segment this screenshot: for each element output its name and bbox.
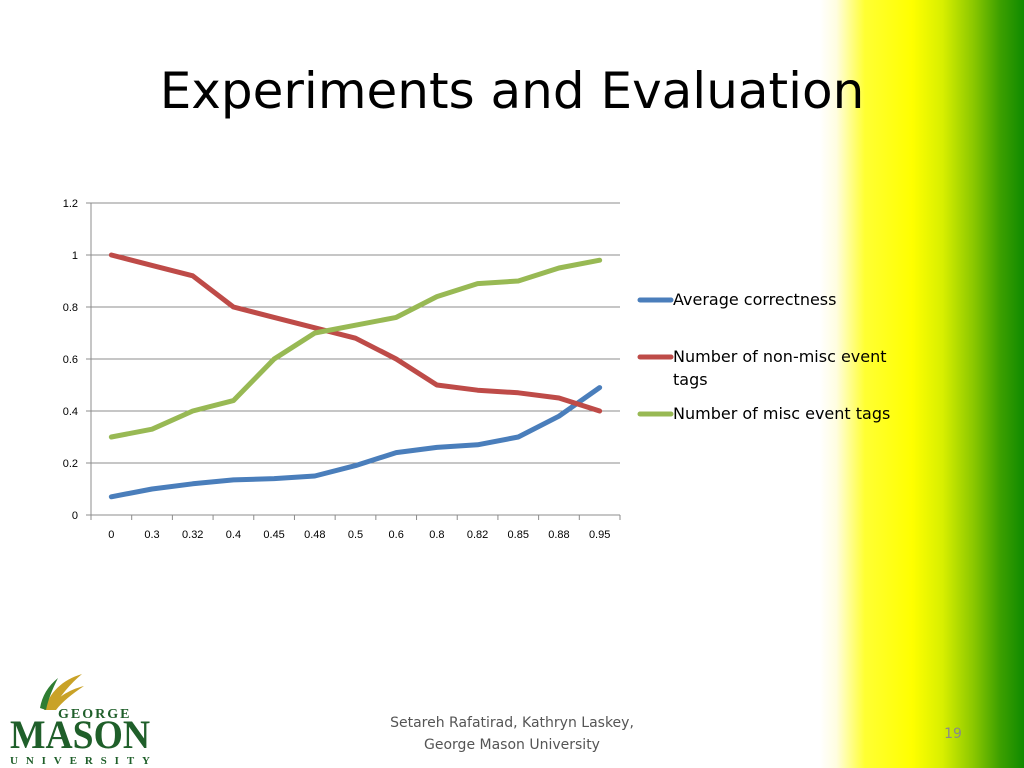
logo-word-mason: MASON [10, 712, 150, 757]
y-tick-label: 0.8 [63, 302, 78, 314]
footer-institution: George Mason University [424, 737, 600, 753]
x-tick-label: 0 [108, 529, 114, 541]
y-tick-labels: 0 0.2 0.4 0.6 0.8 1 1.2 [63, 198, 78, 522]
series-line-1 [108, 385, 603, 500]
legend-label-3: Number of misc event tags [673, 404, 890, 423]
x-tick-label: 0.85 [508, 529, 529, 541]
y-tick-label: 1.2 [63, 198, 78, 210]
slide-footer: Setareh Rafatirad, Kathryn Laskey, Georg… [352, 712, 672, 756]
x-tick-label: 0.6 [389, 529, 404, 541]
y-tick-label: 0.6 [63, 354, 78, 366]
chart-series [108, 252, 603, 500]
decorative-gradient-band [820, 0, 1024, 768]
y-tick-label: 0.2 [63, 458, 78, 470]
y-tick-label: 0.4 [63, 406, 78, 418]
legend-label-2: Number of non-misc event tags [673, 347, 887, 389]
x-tick-label: 0.88 [548, 529, 569, 541]
x-tick-label: 0.82 [467, 529, 488, 541]
laurel-leaf-icon [40, 674, 84, 710]
series-line-2 [108, 252, 603, 414]
y-tick-label: 0 [72, 510, 78, 522]
chart-axes [86, 202, 621, 520]
x-tick-label: 0.8 [429, 529, 444, 541]
x-tick-label: 0.48 [304, 529, 325, 541]
logo-word-george: GEORGE [58, 707, 131, 722]
x-tick-label: 0.45 [263, 529, 284, 541]
x-tick-label: 0.5 [348, 529, 363, 541]
slide-title: Experiments and Evaluation [159, 62, 865, 120]
x-tick-label: 0.4 [226, 529, 241, 541]
x-tick-label: 0.3 [144, 529, 159, 541]
page-number: 19 [944, 726, 962, 742]
x-tick-label: 0.95 [589, 529, 610, 541]
y-tick-label: 1 [72, 250, 78, 262]
footer-authors: Setareh Rafatirad, Kathryn Laskey, [390, 715, 634, 731]
george-mason-logo: GEORGE MASON UNIVERSITY [10, 674, 150, 767]
series-line-3 [108, 257, 603, 440]
legend-label-1: Average correctness [673, 290, 836, 309]
x-tick-labels: 0 0.3 0.32 0.4 0.45 0.48 0.5 0.6 0.8 0.82 0.85 0.88… [108, 529, 610, 541]
x-tick-label: 0.32 [182, 529, 203, 541]
chart-legend: Average correctness Number of non-misc ev… [637, 290, 890, 423]
